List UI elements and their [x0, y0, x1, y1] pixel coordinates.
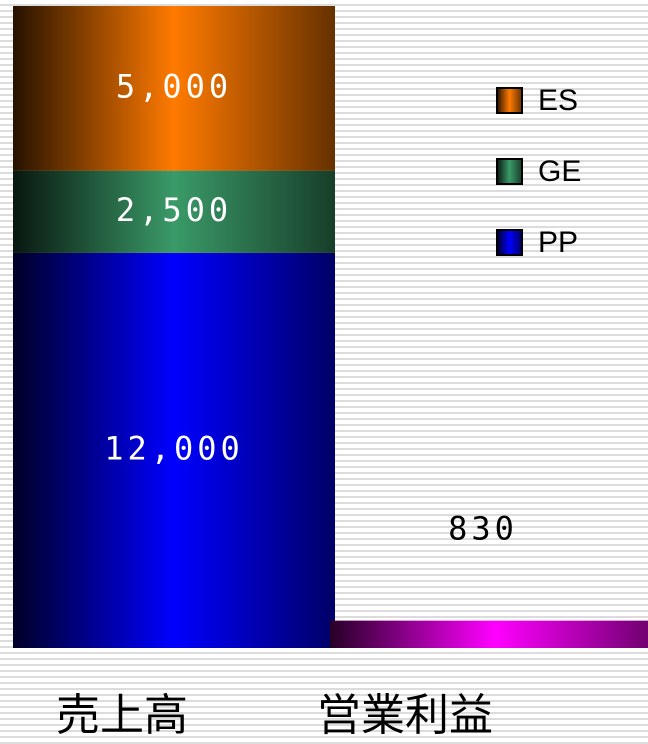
data-label: 12,000 — [104, 429, 244, 467]
shading — [497, 88, 522, 113]
shading — [497, 230, 522, 255]
legend-label: PP — [538, 226, 578, 259]
legend-label: GE — [538, 155, 581, 188]
x-tick-label: 営業利益 — [317, 690, 493, 741]
data-label: 2,500 — [116, 191, 232, 229]
legend-label: ES — [538, 84, 578, 117]
shading — [497, 159, 522, 184]
data-label: 830 — [448, 510, 518, 548]
bar-segment — [330, 620, 648, 648]
data-label: 5,000 — [116, 67, 232, 105]
x-tick-label: 売上高 — [56, 690, 188, 741]
